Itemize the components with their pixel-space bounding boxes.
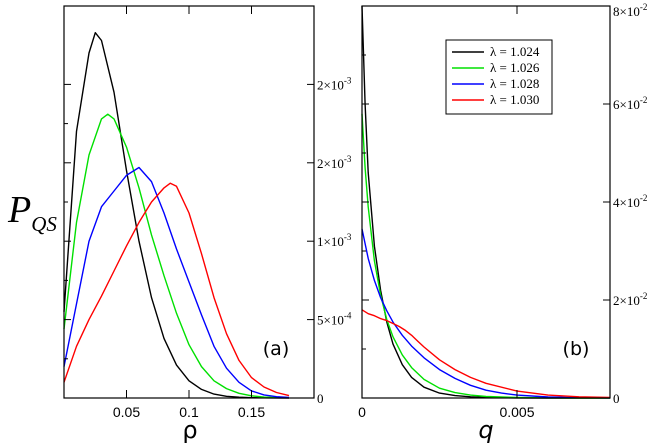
y-axis-label: PQS xyxy=(7,189,57,236)
legend-label-3: λ = 1.028 xyxy=(490,76,539,91)
legend-label-4: λ = 1.030 xyxy=(490,92,539,107)
panel-a-y-tick-label-exponent: -4 xyxy=(344,311,352,321)
panel-a-y-tick-label: 5×10-4 xyxy=(317,311,352,328)
panel-a-y-tick-label-exponent: -3 xyxy=(344,232,352,242)
panel-a-x-tick-label: 0.05 xyxy=(113,404,140,420)
panel-b-y-tick-label: 4×10-2 xyxy=(613,193,647,210)
panel-b-y-tick-label-exponent: -2 xyxy=(640,193,648,203)
legend-label-2: λ = 1.026 xyxy=(490,60,540,75)
panel-b-y-tick-label-exponent: -2 xyxy=(640,2,648,12)
panel-a-series-line-3 xyxy=(63,166,290,399)
panel-a-series-line-2 xyxy=(63,113,290,399)
panel-b-x-axis-label: q xyxy=(478,416,493,444)
panel-a-y-tick-label-base: 0 xyxy=(317,391,324,406)
panel-a-y-tick-label: 0 xyxy=(317,391,324,406)
panel-a-y-tick-label: 1×10-3 xyxy=(317,232,352,249)
panel-b-y-tick-label: 2×10-2 xyxy=(613,291,647,308)
panel-b-y-tick-label-exponent: -2 xyxy=(640,291,648,301)
panel-a-y-tick-label-base: 2×10 xyxy=(317,77,344,92)
panel-a-y-tick-label-base: 2×10 xyxy=(317,156,344,171)
panel-b-y-tick-label: 0 xyxy=(613,391,620,406)
panel-b-y-tick-label: 6×10-2 xyxy=(613,95,647,112)
panel-a-x-tick-label: 0.15 xyxy=(238,404,265,420)
panel-b-y-tick-label-base: 4×10 xyxy=(613,195,640,210)
panel-b-y-tick-label-base: 0 xyxy=(613,391,620,406)
panel-a-series-line-4 xyxy=(63,182,290,397)
panel-a-y-tick-label-exponent: -3 xyxy=(344,75,352,85)
panel-b-series-line-3 xyxy=(361,228,611,399)
panel-b-y-tick-label-exponent: -2 xyxy=(640,95,648,105)
panel-a-y-tick-label: 2×10-3 xyxy=(317,154,352,171)
panel-a-y-tick-label-base: 5×10 xyxy=(317,313,344,328)
legend-label-1: λ = 1.024 xyxy=(490,44,540,59)
panel-b-y-tick-label-base: 2×10 xyxy=(613,293,640,308)
panel-a-y-tick-label: 2×10-3 xyxy=(317,75,352,92)
panel-a-tag: (a) xyxy=(263,338,289,360)
panel-b-y-tick-label-base: 6×10 xyxy=(613,97,640,112)
panel-b-y-tick-label-base: 8×10 xyxy=(613,4,640,19)
panel-a-x-axis-label: ρ xyxy=(182,416,197,444)
panel-b-y-tick-label: 8×10-2 xyxy=(613,2,647,19)
panel-b-tag: (b) xyxy=(563,338,590,360)
panel-a-x-tick-label: 0.1 xyxy=(179,404,199,420)
panel-b-x-tick-label: 0 xyxy=(358,404,366,420)
panel-a-y-tick-label-exponent: -3 xyxy=(344,154,352,164)
panel-a-y-tick-label-base: 1×10 xyxy=(317,234,344,249)
panel-b-x-tick-label: 0.005 xyxy=(499,404,534,420)
